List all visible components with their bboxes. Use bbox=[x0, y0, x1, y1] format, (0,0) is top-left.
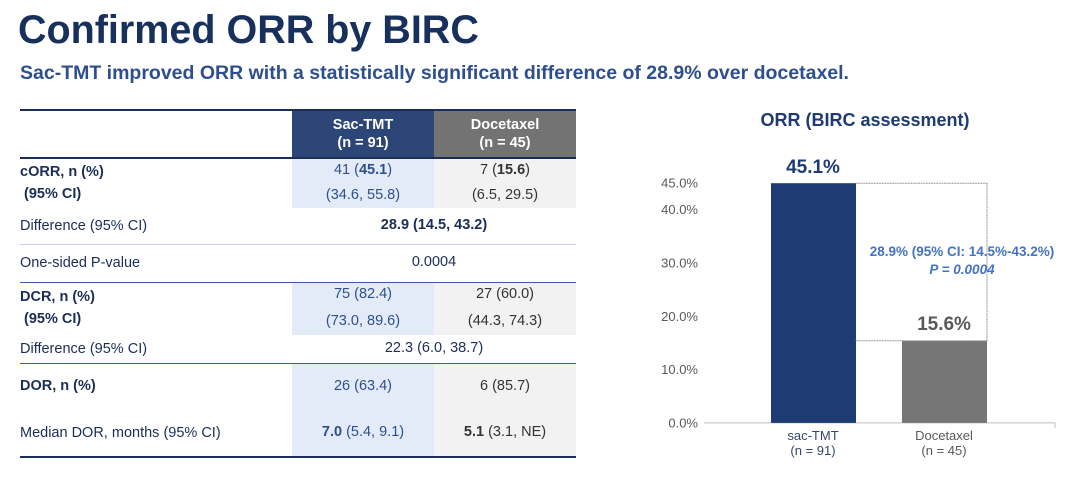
svg-text:45.1%: 45.1% bbox=[786, 157, 840, 178]
svg-text:20.0%: 20.0% bbox=[661, 309, 698, 324]
svg-text:28.9% (95% CI: 14.5%-43.2%): 28.9% (95% CI: 14.5%-43.2%) bbox=[870, 244, 1055, 259]
svg-text:15.6%: 15.6% bbox=[917, 314, 971, 335]
svg-text:45.0%: 45.0% bbox=[661, 176, 698, 191]
svg-text:P = 0.0004: P = 0.0004 bbox=[929, 262, 995, 277]
svg-text:40.0%: 40.0% bbox=[661, 202, 698, 217]
svg-text:Docetaxel: Docetaxel bbox=[915, 428, 973, 443]
svg-text:30.0%: 30.0% bbox=[661, 256, 698, 271]
svg-text:sac-TMT: sac-TMT bbox=[787, 428, 838, 443]
svg-text:(n = 45): (n = 45) bbox=[921, 443, 966, 458]
svg-text:0.0%: 0.0% bbox=[668, 415, 698, 430]
svg-text:(n = 91): (n = 91) bbox=[790, 443, 835, 458]
svg-text:10.0%: 10.0% bbox=[661, 362, 698, 377]
